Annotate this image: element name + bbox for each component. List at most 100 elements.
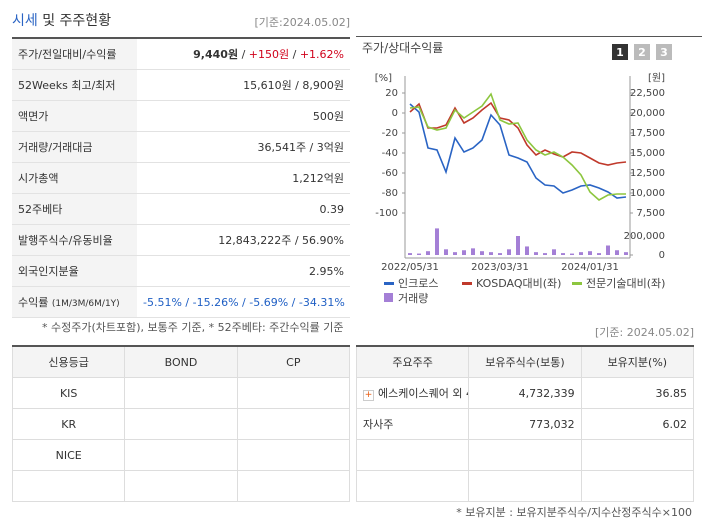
table-row: [355, 439, 695, 471]
volume-bar: [498, 253, 502, 255]
cell-text: 36.85: [655, 386, 688, 400]
y-tick-label: -40: [382, 148, 398, 159]
row-value: 0.39: [137, 193, 350, 225]
value-part: -34.31%: [298, 295, 345, 309]
footnote: * 보유지분 : 보유지분주식수/지수산정주식수×100: [456, 506, 692, 519]
cell-text: 6.02: [662, 417, 688, 431]
value-text: 12,843,222주 / 56.90%: [218, 234, 344, 247]
y-tick-label: 20: [385, 88, 398, 99]
table-cell: 773,032: [468, 408, 582, 440]
label-text: 주가/전일대비/수익률: [18, 48, 117, 61]
summary-row: 액면가 500원: [12, 100, 350, 132]
cell-text: KIS: [59, 386, 78, 400]
volume-bar: [462, 250, 466, 255]
legend-swatch: [462, 282, 472, 285]
volume-bar: [516, 236, 520, 255]
row-label: 거래량/거래대금: [12, 131, 137, 163]
value-part: /: [289, 48, 300, 61]
table-row: 자사주 773,032 6.02: [355, 408, 695, 440]
label-text: 52Weeks 최고/최저: [18, 79, 116, 92]
credit-table: 신용등급 BOND CP KIS KR NICE: [11, 345, 351, 502]
table-cell: [355, 439, 470, 471]
y2-tick-label: 7,500: [636, 208, 665, 219]
summary-note: * 수정주가(차트포함), 보통주 기준, * 52주베타: 주간수익률 기준: [42, 321, 344, 334]
chart-button[interactable]: [656, 44, 672, 60]
table-row: NICE: [11, 439, 351, 471]
volume-bar: [489, 252, 493, 255]
row-value: 15,610원 / 8,900원: [137, 69, 350, 101]
header-cell: CP: [236, 345, 351, 378]
value-part: 9,440원: [193, 48, 239, 61]
value-part: +150원: [248, 48, 290, 61]
sub-label: (1M/3M/6M/1Y): [51, 299, 120, 309]
row-value: 9,440원 / +150원 / +1.62%: [137, 38, 350, 70]
y-tick-label: -80: [382, 188, 398, 199]
cell-text: KR: [61, 417, 77, 431]
row-value: 2.95%: [137, 255, 350, 287]
series-line: [409, 92, 626, 201]
table-cell: [124, 439, 238, 471]
row-value: -5.51% / -15.26% / -5.69% / -34.31%: [137, 286, 350, 318]
header-row: 신용등급 BOND CP: [11, 345, 351, 378]
table-cell: [236, 408, 351, 440]
table-cell: 4,732,339: [468, 377, 582, 409]
series-line: [409, 101, 627, 166]
volume-bar: [561, 253, 565, 255]
volume-tick-label: 200,000: [624, 231, 665, 242]
value-text: 36,541주 / 3억원: [257, 141, 344, 154]
chart-button-label[interactable]: 2: [638, 46, 646, 59]
label-text: 액면가: [18, 110, 49, 123]
value-part: /: [181, 295, 193, 309]
date2: [기준: 2024.05.02]: [594, 326, 694, 339]
table-cell: [468, 470, 582, 502]
section-title: 시세 및 주주현황: [12, 10, 111, 30]
cell-text: 4,732,339: [518, 386, 575, 400]
x-tick-label: 2022/05/31: [381, 262, 439, 273]
table-cell: [580, 439, 695, 471]
table-row: [355, 470, 695, 502]
value-text: 500원: [312, 110, 344, 123]
legend-swatch: [572, 282, 582, 285]
cell-text: 773,032: [529, 417, 575, 431]
label-text: 외국인지분율: [18, 265, 79, 278]
y2-tick-label: 10,000: [630, 188, 665, 199]
legend-swatch: [384, 282, 394, 285]
volume-bar: [507, 249, 511, 255]
volume-bar: [534, 252, 538, 255]
table-cell: [236, 377, 351, 409]
value-part: -15.26%: [192, 295, 239, 309]
volume-bar: [579, 252, 583, 255]
value-text: 1,212억원: [292, 172, 344, 185]
header-cell: 주요주주: [355, 345, 470, 378]
summary-table: 주가/전일대비/수익률 9,440원 / +150원 / +1.62% 52Week…: [12, 37, 350, 318]
chart-button-label[interactable]: 3: [660, 46, 668, 59]
y-tick-label: -20: [382, 128, 398, 139]
chart-button[interactable]: [612, 44, 628, 60]
table-cell: [124, 408, 238, 440]
volume-bar: [408, 253, 412, 255]
title-rest: 및 주주현황: [42, 13, 112, 29]
x-tick-label: 2023/03/31: [471, 262, 529, 273]
row-label: 52주베타: [12, 193, 137, 225]
y2-tick-label: 17,500: [630, 128, 665, 139]
summary-row: 주가/전일대비/수익률 9,440원 / +150원 / +1.62%: [12, 38, 350, 70]
legend-swatch: [384, 293, 393, 302]
y-tick-label: 0: [392, 108, 398, 119]
table-cell: [468, 439, 582, 471]
row-value: 36,541주 / 3억원: [137, 131, 350, 163]
cell-text: 자사주: [363, 418, 394, 431]
header-row: 주요주주 보유주식수(보통) 보유지분(%): [355, 345, 695, 378]
summary-row: 외국인지분율 2.95%: [12, 255, 350, 287]
value-text: 15,610원 / 8,900원: [243, 79, 344, 92]
table-cell: + 에스케이스퀘어 외 4인: [355, 377, 470, 409]
y2-tick-label: 22,500: [630, 88, 665, 99]
table-cell: 6.02: [580, 408, 695, 440]
y2-tick-label: 20,000: [630, 108, 665, 119]
legend-label: KOSDAQ대비(좌): [476, 277, 561, 290]
value-part: /: [238, 295, 250, 309]
chart-button-label[interactable]: 1: [616, 46, 624, 59]
chart-button[interactable]: [634, 44, 650, 60]
summary-row: 발행주식수/유동비율 12,843,222주 / 56.90%: [12, 224, 350, 256]
